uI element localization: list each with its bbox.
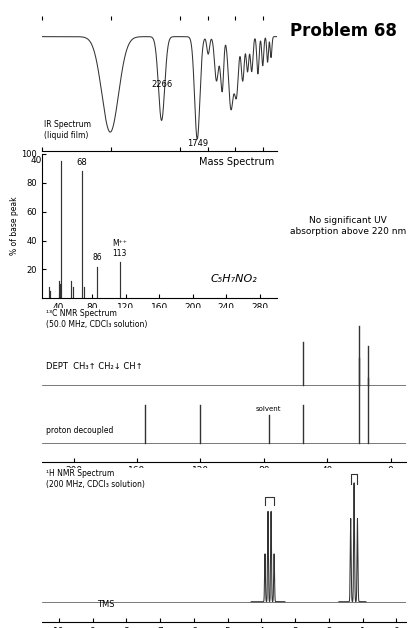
Text: IR Spectrum
(liquid film): IR Spectrum (liquid film) [44,120,91,140]
Text: DEPT  CH₃↑ CH₂↓ CH↑: DEPT CH₃↑ CH₂↓ CH↑ [46,362,142,371]
Text: 86: 86 [93,253,102,263]
Text: solvent: solvent [256,406,281,413]
Text: ¹H NMR Spectrum
(200 MHz, CDCl₃ solution): ¹H NMR Spectrum (200 MHz, CDCl₃ solution… [46,469,145,489]
Text: Mass Spectrum: Mass Spectrum [199,157,274,167]
Text: 1749: 1749 [187,139,208,148]
Y-axis label: % of base peak: % of base peak [10,197,18,256]
Text: M⁺⁺
113: M⁺⁺ 113 [112,239,127,258]
Text: C₅H₇NO₂: C₅H₇NO₂ [211,274,258,284]
Text: 68: 68 [77,158,88,167]
X-axis label: δ (ppm): δ (ppm) [205,478,243,488]
Text: ¹³C NMR Spectrum
(50.0 MHz, CDCl₃ solution): ¹³C NMR Spectrum (50.0 MHz, CDCl₃ soluti… [46,309,147,329]
X-axis label: V (cm⁻¹): V (cm⁻¹) [139,167,180,177]
Text: 2266: 2266 [151,80,172,89]
Text: Problem 68: Problem 68 [290,22,397,40]
Text: No significant UV
absorption above 220 nm: No significant UV absorption above 220 n… [290,217,406,236]
Text: proton decoupled: proton decoupled [46,426,113,435]
X-axis label: m/e: m/e [150,315,168,325]
Text: TMS: TMS [97,600,114,609]
